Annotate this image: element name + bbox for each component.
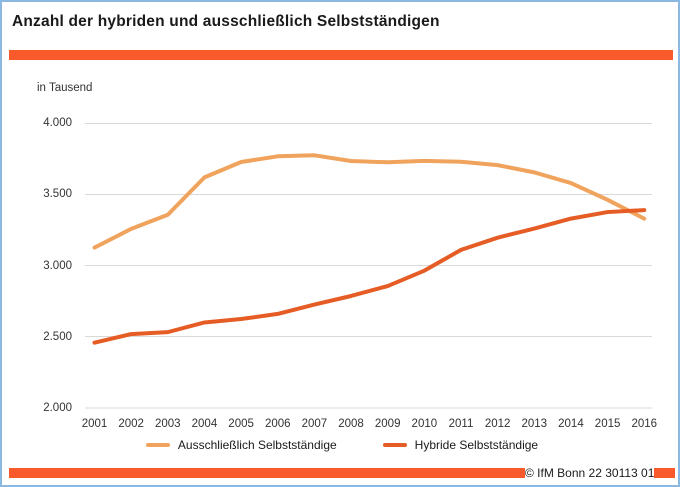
legend-item-ausschliesslich: Ausschließlich Selbstständige bbox=[145, 438, 337, 452]
x-tick-label: 2006 bbox=[264, 418, 291, 430]
x-tick-label: 2004 bbox=[191, 418, 218, 430]
x-tick-label: 2016 bbox=[631, 418, 658, 430]
y-tick-label: 2.500 bbox=[43, 330, 72, 343]
y-tick-label: 3.500 bbox=[43, 188, 72, 201]
x-tick-label: 2012 bbox=[484, 418, 511, 430]
legend-item-hybride: Hybride Selbstständige bbox=[382, 438, 539, 452]
footer-accent-bar-right bbox=[654, 468, 675, 478]
series-line-ausschliesslich bbox=[92, 153, 647, 250]
unit-label: in Tausend bbox=[37, 82, 93, 94]
y-tick-label: 4.000 bbox=[43, 117, 72, 130]
footer-accent-bar-left bbox=[9, 468, 525, 478]
x-tick-label: 2013 bbox=[521, 418, 548, 430]
x-tick-label: 2008 bbox=[338, 418, 364, 430]
x-tick-label: 2015 bbox=[594, 418, 621, 430]
chart-title: Anzahl der hybriden und ausschließlich S… bbox=[12, 13, 440, 30]
x-tick-label: 2005 bbox=[228, 418, 254, 430]
legend: Ausschließlich Selbstständige Hybride Se… bbox=[2, 438, 678, 452]
x-tick-label: 2007 bbox=[301, 418, 328, 430]
x-tick-label: 2014 bbox=[558, 418, 584, 430]
x-tick-label: 2009 bbox=[374, 418, 401, 430]
x-tick-label: 2011 bbox=[448, 418, 474, 430]
copyright-note: © IfM Bonn 22 30113 01 bbox=[525, 466, 655, 480]
legend-marker-ausschliesslich-icon bbox=[145, 443, 170, 447]
top-accent-bar bbox=[9, 50, 673, 60]
x-tick-label: 2010 bbox=[411, 418, 438, 430]
legend-marker-hybride-icon bbox=[382, 443, 407, 447]
y-tick-label: 3.000 bbox=[43, 259, 72, 272]
series-line-hybride bbox=[92, 208, 647, 345]
x-tick-label: 2002 bbox=[118, 418, 144, 430]
legend-label-ausschliesslich: Ausschließlich Selbstständige bbox=[177, 438, 337, 452]
y-tick-label: 2.000 bbox=[43, 401, 72, 414]
x-tick-label: 2003 bbox=[155, 418, 181, 430]
legend-label-hybride: Hybride Selbstständige bbox=[414, 438, 539, 452]
x-tick-label: 2001 bbox=[81, 418, 108, 430]
